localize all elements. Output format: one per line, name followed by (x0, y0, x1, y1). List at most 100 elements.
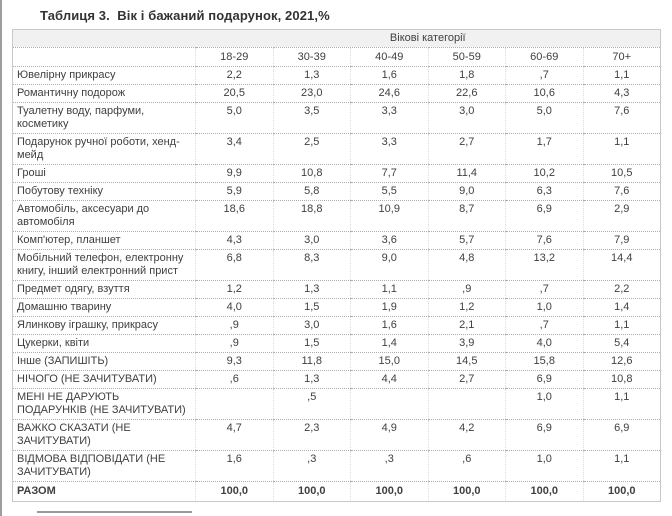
table-cell: 1,1 (582, 388, 661, 420)
table-cell: 12,6 (582, 352, 661, 371)
table-cell: 8,3 (272, 249, 351, 281)
table-title: Таблиця 3. Вік і бажаний подарунок, 2021… (40, 8, 330, 23)
table-cell: 8,7 (427, 200, 506, 232)
table-row: Туалетну воду, парфуми, косметику 5,0 3,5 3… (12, 102, 661, 134)
table-cell: 5,4 (582, 334, 661, 353)
table-cell: 1,8 (427, 66, 506, 85)
table-cell: 6,9 (505, 370, 583, 389)
table-cell: 5,9 (195, 182, 273, 201)
table-cell: ,9 (195, 334, 273, 353)
table-cell: 1,1 (582, 66, 661, 85)
table-cell: 13,2 (505, 249, 583, 281)
table-row: Мобільний телефон, електронну книгу, інш… (12, 249, 661, 281)
row-label-header (12, 47, 196, 67)
table-cell: 7,6 (582, 182, 661, 201)
table-cell: ,7 (505, 280, 583, 299)
table-cell: 2,2 (582, 280, 661, 299)
table-cell: 3,3 (350, 133, 428, 165)
table-cell: 100,0 (350, 481, 428, 502)
table-cell: 10,9 (350, 200, 428, 232)
row-label: Подарунок ручної роботи, хенд-мейд (12, 133, 196, 165)
total-row: РАЗОМ 100,0 100,0 100,0 100,0 100,0 100,0 (12, 481, 661, 502)
table-cell (350, 388, 428, 420)
table-cell: 1,5 (272, 334, 351, 353)
row-label: Автомобіль, аксесуари до автомобіля (12, 200, 196, 232)
row-label: Ювелірну прикрасу (12, 66, 196, 85)
table-cell: 9,0 (427, 182, 506, 201)
table-cell: 4,9 (350, 419, 428, 451)
table-cell: 100,0 (195, 481, 273, 502)
group-header: Вікові категорії (195, 29, 661, 48)
table-cell: ,5 (272, 388, 351, 420)
table-cell: 1,1 (582, 450, 661, 482)
table-cell: 3,0 (272, 316, 351, 335)
table-row: Інше (ЗАПИШІТЬ) 9,3 11,8 15,0 14,5 15,8 12,6 (12, 352, 661, 371)
table-cell: ,3 (350, 450, 428, 482)
column-header: 70+ (582, 47, 661, 67)
column-header: 40-49 (350, 47, 428, 67)
table-cell: 4,0 (505, 334, 583, 353)
table-cell: 5,7 (427, 231, 506, 250)
table-cell: 22,6 (427, 84, 506, 103)
table-cell: 15,8 (505, 352, 583, 371)
table-cell: 10,8 (582, 370, 661, 389)
table-cell: 2,1 (427, 316, 506, 335)
table-cell: 4,8 (427, 249, 506, 281)
column-header: 60-69 (505, 47, 583, 67)
table-cell: 15,0 (350, 352, 428, 371)
table-cell: 2,2 (195, 66, 273, 85)
table-cell: 2,3 (272, 419, 351, 451)
table-cell: 1,6 (195, 450, 273, 482)
table-row: МЕНІ НЕ ДАРУЮТЬ ПОДАРУНКІВ (НЕ ЗАЧИТУВАТ… (12, 388, 661, 420)
table-cell: 100,0 (505, 481, 583, 502)
table-row: ВАЖКО СКАЗАТИ (НЕ ЗАЧИТУВАТИ) 4,7 2,3 4,9 4,… (12, 419, 661, 451)
table-cell: 11,4 (427, 164, 506, 183)
table-cell: 1,1 (582, 316, 661, 335)
table-cell: 10,6 (505, 84, 583, 103)
table-cell: 2,7 (427, 133, 506, 165)
row-label: ВІДМОВА ВІДПОВІДАТИ (НЕ ЗАЧИТУВАТИ) (12, 450, 196, 482)
table-cell: 4,7 (195, 419, 273, 451)
table-cell: 10,8 (272, 164, 351, 183)
table-cell: 6,9 (582, 419, 661, 451)
table-cell: 3,4 (195, 133, 273, 165)
table-cell: 24,6 (350, 84, 428, 103)
table-cell: ,6 (195, 370, 273, 389)
table-row: Гроші 9,9 10,8 7,7 11,4 10,2 10,5 (12, 164, 661, 183)
row-label: Романтичну подорож (12, 84, 196, 103)
table-cell: 9,0 (350, 249, 428, 281)
table-cell: 1,0 (505, 298, 583, 317)
table-cell: 10,5 (582, 164, 661, 183)
table-cell: ,9 (427, 280, 506, 299)
row-label: Побутову техніку (12, 182, 196, 201)
row-label: Інше (ЗАПИШІТЬ) (12, 352, 196, 371)
table-cell: 1,5 (272, 298, 351, 317)
corner-cell (12, 29, 196, 48)
table-cell: 11,8 (272, 352, 351, 371)
table-row: Романтичну подорож 20,5 23,0 24,6 22,6 10,6 4,… (12, 84, 661, 103)
table-cell: 7,6 (505, 231, 583, 250)
table-row: НІЧОГО (НЕ ЗАЧИТУВАТИ) ,6 1,3 4,4 2,7 6,9 10,8 (12, 370, 661, 389)
table-row: Автомобіль, аксесуари до автомобіля 18,6 1… (12, 200, 661, 232)
table-cell: 9,9 (195, 164, 273, 183)
table-cell: 3,0 (427, 102, 506, 134)
row-label: НІЧОГО (НЕ ЗАЧИТУВАТИ) (12, 370, 196, 389)
table-cell: 10,2 (505, 164, 583, 183)
table-cell: 1,6 (350, 66, 428, 85)
table-cell: 4,3 (195, 231, 273, 250)
table-cell: 1,1 (582, 133, 661, 165)
table-cell: 1,3 (272, 280, 351, 299)
column-header-row: 18-29 30-39 40-49 50-59 60-69 70+ (12, 47, 661, 67)
table-cell: 2,7 (427, 370, 506, 389)
table-cell: ,7 (505, 66, 583, 85)
table-cell: 3,9 (427, 334, 506, 353)
row-label: Гроші (12, 164, 196, 183)
table-cell (195, 388, 273, 420)
table-cell: 1,7 (505, 133, 583, 165)
table-cell: 4,3 (582, 84, 661, 103)
column-header: 18-29 (195, 47, 273, 67)
row-label: МЕНІ НЕ ДАРУЮТЬ ПОДАРУНКІВ (НЕ ЗАЧИТУВАТ… (12, 388, 196, 420)
row-label: Мобільний телефон, електронну книгу, інш… (12, 249, 196, 281)
table-cell: 9,3 (195, 352, 273, 371)
